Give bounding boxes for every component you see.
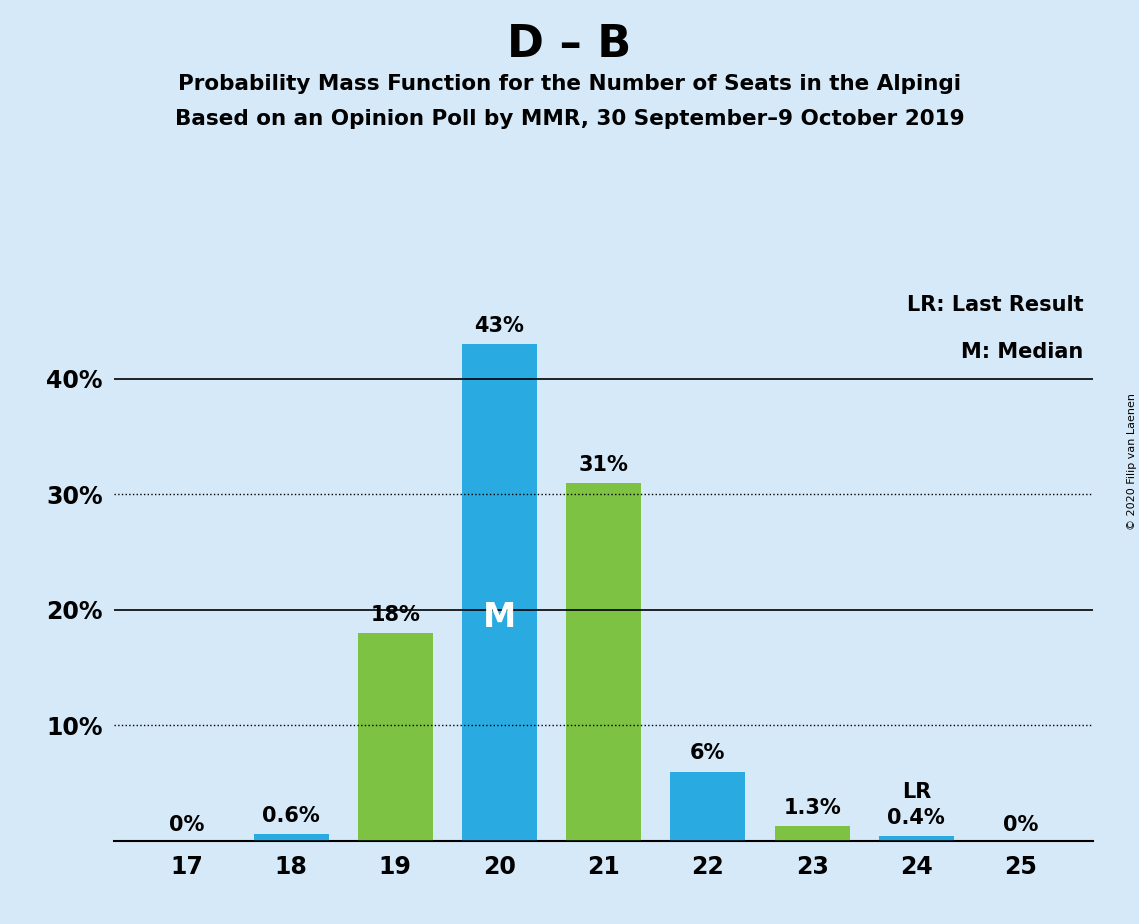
Text: LR: Last Result: LR: Last Result <box>907 295 1083 315</box>
Bar <box>879 836 953 841</box>
Bar <box>254 833 328 841</box>
Text: 0.6%: 0.6% <box>262 806 320 826</box>
Bar <box>462 345 536 841</box>
Text: 0%: 0% <box>170 815 205 835</box>
Text: 1.3%: 1.3% <box>784 797 841 818</box>
Text: 6%: 6% <box>690 744 726 763</box>
Text: © 2020 Filip van Laenen: © 2020 Filip van Laenen <box>1126 394 1137 530</box>
Text: 18%: 18% <box>370 605 420 625</box>
Bar <box>775 826 850 841</box>
Text: M: M <box>483 601 516 634</box>
Text: Probability Mass Function for the Number of Seats in the Alpingi: Probability Mass Function for the Number… <box>178 74 961 94</box>
Bar <box>671 772 745 841</box>
Text: 31%: 31% <box>579 455 629 475</box>
Text: M: Median: M: Median <box>961 342 1083 362</box>
Text: Based on an Opinion Poll by MMR, 30 September–9 October 2019: Based on an Opinion Poll by MMR, 30 Sept… <box>174 109 965 129</box>
Text: D – B: D – B <box>507 23 632 67</box>
Bar <box>566 483 641 841</box>
Text: 43%: 43% <box>475 316 524 336</box>
Text: LR: LR <box>902 782 931 802</box>
Text: 0.4%: 0.4% <box>887 808 945 828</box>
Bar <box>358 633 433 841</box>
Text: 0%: 0% <box>1002 815 1038 835</box>
